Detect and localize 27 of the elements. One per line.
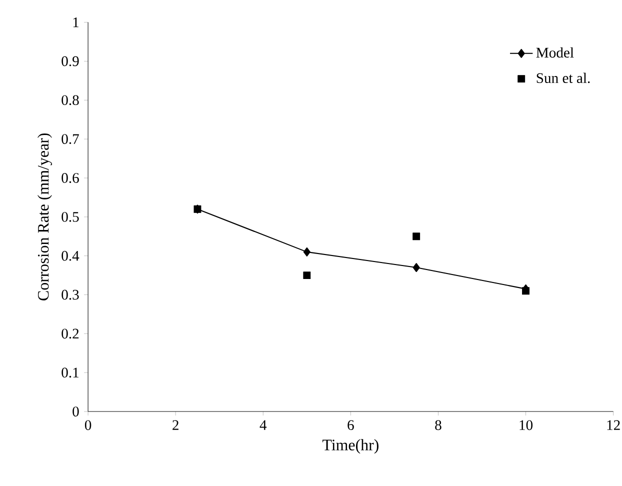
y-axis-title: Corrosion Rate (mm/year) (37, 134, 52, 300)
y-tick-label: 0.9 (62, 56, 79, 66)
y-tick-label: 0.2 (62, 328, 79, 339)
x-tick-label: 0 (84, 420, 92, 430)
point (303, 272, 311, 280)
x-tick-label: 6 (348, 420, 354, 430)
y-tick-label: 0.3 (62, 290, 79, 300)
y-tick-label: 0.1 (62, 368, 78, 378)
legend-label: Model (536, 47, 574, 58)
x-tick-label: 10 (520, 420, 533, 430)
y-tick-label: 0 (72, 406, 79, 416)
y-tick-label: 0.8 (62, 95, 79, 106)
point (412, 263, 420, 272)
y-tick-label: 0.6 (62, 173, 79, 183)
point (303, 247, 310, 256)
y-tick-label: 1 (73, 17, 78, 28)
point (412, 232, 420, 240)
point (522, 287, 530, 295)
x-tick-label: 2 (172, 420, 178, 430)
y-tick-label: 0.7 (62, 134, 79, 144)
x-axis-title: Time(hr) (322, 439, 378, 454)
x-tick-label: 4 (260, 420, 267, 430)
x-tick-label: 8 (435, 420, 442, 430)
x-tick-label: 12 (607, 420, 620, 430)
y-tick-label: 0.5 (62, 212, 79, 222)
y-tick-label: 0.4 (62, 250, 80, 261)
legend-label: Sun et al. (536, 72, 590, 84)
